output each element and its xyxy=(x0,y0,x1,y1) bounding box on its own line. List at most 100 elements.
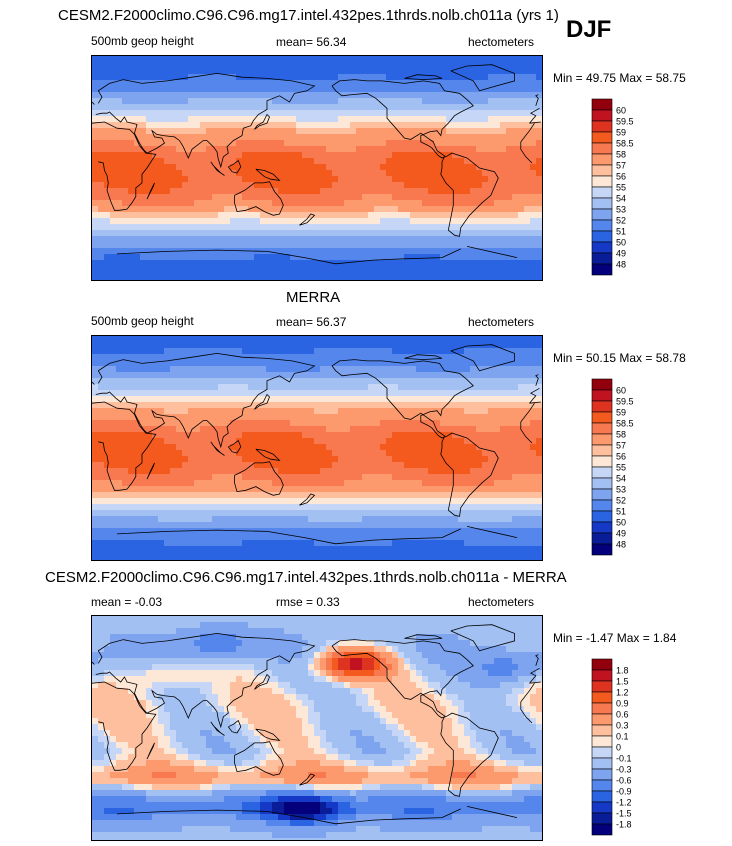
contour-cell xyxy=(302,432,309,439)
contour-cell xyxy=(320,128,327,135)
contour-cell xyxy=(428,134,435,141)
contour-cell xyxy=(404,492,411,499)
contour-cell xyxy=(452,426,459,433)
contour-cell xyxy=(320,366,327,373)
contour-cell xyxy=(518,62,525,69)
contour-cell xyxy=(134,366,141,373)
contour-cell xyxy=(356,402,363,409)
contour-cell xyxy=(488,408,495,415)
contour-cell xyxy=(488,360,495,367)
contour-cell xyxy=(104,236,111,243)
contour-cell xyxy=(296,354,303,361)
contour-cell xyxy=(410,218,417,225)
contour-cell xyxy=(236,354,243,361)
contour-cell xyxy=(200,134,207,141)
contour-cell xyxy=(494,92,501,99)
contour-cell xyxy=(440,200,447,207)
contour-cell xyxy=(434,122,441,129)
contour-cell xyxy=(218,486,225,493)
contour-cell xyxy=(278,278,285,280)
contour-cell xyxy=(242,80,249,87)
coastline-12 xyxy=(92,101,95,105)
contour-cell xyxy=(170,86,177,93)
contour-cell xyxy=(218,444,225,451)
contour-cell xyxy=(452,164,459,171)
contour-cell xyxy=(470,80,477,87)
contour-cell xyxy=(320,486,327,493)
contour-cell xyxy=(380,200,387,207)
contour-cell xyxy=(302,212,309,219)
contour-cell xyxy=(428,366,435,373)
contour-cell xyxy=(140,248,147,255)
contour-cell xyxy=(164,56,171,63)
contour-cell xyxy=(248,384,255,391)
contour-cell xyxy=(500,396,507,403)
contour-cell xyxy=(188,92,195,99)
contour-cell xyxy=(344,336,351,343)
contour-cell xyxy=(374,468,381,475)
contour-cell xyxy=(92,248,99,255)
contour-cell xyxy=(440,414,447,421)
contour-cell xyxy=(476,68,483,75)
contour-cell xyxy=(374,134,381,141)
contour-cell xyxy=(296,122,303,129)
colorbar-tick-label: 55 xyxy=(616,183,626,193)
contour-cell xyxy=(170,486,177,493)
contour-cell xyxy=(224,486,231,493)
contour-cell xyxy=(176,194,183,201)
contour-cell xyxy=(134,384,141,391)
contour-cell xyxy=(284,336,291,343)
contour-cell xyxy=(110,486,117,493)
contour-cell xyxy=(362,230,369,237)
contour-cell xyxy=(164,68,171,75)
contour-cell xyxy=(428,152,435,159)
contour-cell xyxy=(236,474,243,481)
contour-cell xyxy=(128,360,135,367)
contour-cell xyxy=(398,254,405,261)
contour-cell xyxy=(260,402,267,409)
contour-cell xyxy=(416,182,423,189)
contour-cell xyxy=(188,342,195,349)
contour-cell xyxy=(350,498,357,505)
contour-cell xyxy=(398,480,405,487)
contour-cell xyxy=(230,266,237,273)
contour-cell xyxy=(200,212,207,219)
contour-cell xyxy=(530,104,537,111)
contour-cell xyxy=(458,450,465,457)
contour-cell xyxy=(410,348,417,355)
contour-cell xyxy=(248,474,255,481)
contour-cell xyxy=(368,456,375,463)
contour-cell xyxy=(230,200,237,207)
contour-cell xyxy=(314,212,321,219)
contour-cell xyxy=(428,396,435,403)
contour-cell xyxy=(152,68,159,75)
contour-cell xyxy=(410,354,417,361)
contour-cell xyxy=(200,170,207,177)
contour-cell xyxy=(128,98,135,105)
contour-cell xyxy=(524,128,531,135)
contour-cell xyxy=(242,164,249,171)
contour-cell xyxy=(326,164,333,171)
contour-cell xyxy=(272,110,279,117)
contour-cell xyxy=(464,450,471,457)
contour-cell xyxy=(326,408,333,415)
contour-cell xyxy=(224,480,231,487)
contour-cell xyxy=(398,56,405,63)
contour-cell xyxy=(392,456,399,463)
contour-cell xyxy=(446,278,453,280)
contour-cell xyxy=(464,164,471,171)
contour-cell xyxy=(176,68,183,75)
contour-cell xyxy=(92,242,99,249)
contour-cell xyxy=(512,248,519,255)
contour-cell xyxy=(512,218,519,225)
contour-cell xyxy=(368,480,375,487)
contour-cell xyxy=(182,414,189,421)
contour-cell xyxy=(464,390,471,397)
contour-cell xyxy=(518,134,525,141)
contour-cell xyxy=(536,474,542,481)
contour-cell xyxy=(182,462,189,469)
contour-cell xyxy=(272,348,279,355)
contour-cell xyxy=(182,408,189,415)
contour-cell xyxy=(506,420,513,427)
contour-cell xyxy=(194,236,201,243)
